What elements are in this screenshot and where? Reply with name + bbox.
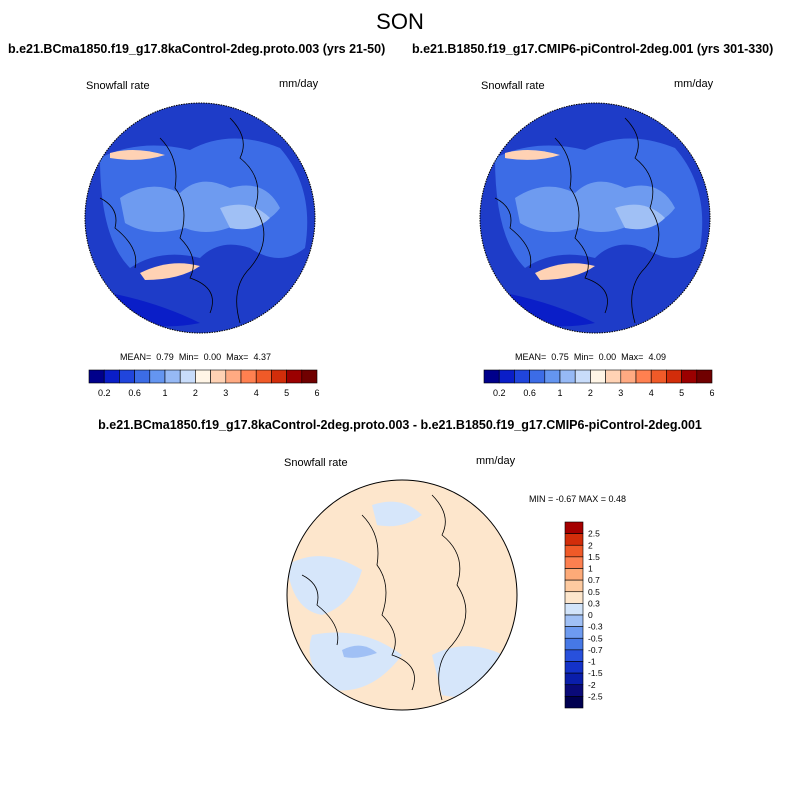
panel-2-polar-map — [479, 102, 711, 334]
diff-colorbar-swatch — [564, 591, 584, 604]
diff-colorbar-swatch — [564, 649, 584, 662]
colorbar-swatch — [650, 369, 667, 384]
colorbar-tick-label: 4 — [649, 388, 654, 398]
colorbar-swatch — [225, 369, 242, 384]
diff-colorbar-tick-label: -1 — [588, 657, 596, 667]
colorbar-tick-label: 2 — [588, 388, 593, 398]
diff-units: mm/day — [476, 455, 516, 467]
diff-colorbar-swatch — [564, 614, 584, 627]
diff-colorbar-swatch — [564, 521, 584, 534]
panel-2-var-label: Snowfall rate — [481, 80, 545, 92]
colorbar-1: 0.2 0.6 1 2 3 4 5 6 — [88, 369, 320, 398]
colorbar-swatch — [195, 369, 211, 384]
diff-colorbar-tick-label: 0 — [588, 610, 593, 620]
diff-colorbar-tick-label: -2.5 — [588, 691, 603, 701]
diff-colorbar-swatch — [564, 533, 584, 546]
diff-colorbar-tick-label: -0.7 — [588, 645, 603, 655]
diff-colorbar-tick-label: 0.5 — [588, 587, 600, 597]
colorbar-swatch — [605, 369, 622, 384]
panel-1-polar-map — [84, 102, 316, 334]
colorbar-tick-label: 0.2 — [493, 388, 506, 398]
panel-1-stats: MEAN= 0.79 Min= 0.00 Max= 4.37 — [120, 352, 271, 362]
colorbar-tick-label: 1 — [557, 388, 562, 398]
colorbar-swatch — [240, 369, 257, 384]
diff-colorbar-tick-label: 1.5 — [588, 552, 600, 562]
colorbar-swatch — [149, 369, 166, 384]
colorbar-tick-label: 6 — [709, 388, 714, 398]
colorbar-tick-label: 3 — [223, 388, 228, 398]
diff-colorbar-tick-label: 2 — [588, 540, 593, 550]
colorbar-tick-label: 2 — [193, 388, 198, 398]
diff-colorbar-tick-label: -0.3 — [588, 622, 603, 632]
colorbar-swatch — [635, 369, 652, 384]
diff-colorbar-swatch — [564, 544, 584, 558]
season-title: SON — [376, 9, 424, 34]
colorbar-2: 0.2 0.6 1 2 3 4 5 6 — [483, 369, 715, 398]
diff-colorbar-tick-label: 1 — [588, 564, 593, 574]
colorbar-swatch — [559, 369, 576, 384]
diff-colorbar-tick-label: -1.5 — [588, 668, 603, 678]
colorbar-swatch — [134, 369, 151, 384]
diff-colorbar-swatch — [564, 556, 584, 569]
colorbar-swatch — [301, 369, 318, 384]
colorbar-swatch — [666, 369, 682, 384]
colorbar-swatch — [529, 369, 546, 384]
colorbar-swatch — [179, 369, 196, 384]
colorbar-swatch — [119, 369, 135, 384]
colorbar-swatch — [164, 369, 181, 384]
panel-2-stats: MEAN= 0.75 Min= 0.00 Max= 4.09 — [515, 352, 666, 362]
diff-colorbar-swatch — [564, 672, 584, 686]
colorbar-tick-label: 5 — [679, 388, 684, 398]
diff-colorbar-swatch — [564, 684, 584, 697]
diff-stats: MIN = -0.67 MAX = 0.48 — [529, 494, 627, 504]
colorbar-swatch — [271, 369, 287, 384]
panel-1-var-label: Snowfall rate — [86, 80, 150, 92]
colorbar-tick-label: 3 — [618, 388, 623, 398]
colorbar-swatch — [255, 369, 272, 384]
colorbar-tick-label: 5 — [284, 388, 289, 398]
colorbar-swatch — [620, 369, 637, 384]
panel-2-title: b.e21.B1850.f19_g17.CMIP6-piControl-2deg… — [412, 42, 774, 56]
diff-colorbar-tick-label: -0.5 — [588, 633, 603, 643]
panel-1-title: b.e21.BCma1850.f19_g17.8kaControl-2deg.p… — [8, 42, 386, 56]
panel-1-units: mm/day — [279, 78, 319, 90]
colorbar-swatch — [498, 369, 515, 384]
colorbar-swatch — [514, 369, 530, 384]
colorbar-tick-label: 0.6 — [128, 388, 141, 398]
diff-colorbar-swatch — [564, 637, 584, 651]
diff-colorbar-swatch — [564, 579, 584, 593]
colorbar-swatch — [590, 369, 606, 384]
diff-colorbar-swatch — [564, 661, 584, 674]
diff-colorbar-swatch — [564, 568, 584, 581]
colorbar-tick-label: 4 — [254, 388, 259, 398]
colorbar-swatch — [574, 369, 591, 384]
colorbar-swatch — [483, 369, 500, 384]
diff-colorbar-swatch — [564, 696, 584, 709]
colorbar-swatch — [103, 369, 120, 384]
colorbar-swatch — [88, 369, 105, 384]
diff-colorbar-swatch — [564, 626, 584, 639]
diff-colorbar-tick-label: 0.7 — [588, 575, 600, 585]
colorbar-swatch — [286, 369, 303, 384]
colorbar-swatch — [544, 369, 561, 384]
colorbar-tick-label: 1 — [162, 388, 167, 398]
diff-var-label: Snowfall rate — [284, 457, 348, 469]
diff-polar-map — [286, 479, 518, 711]
colorbar-tick-label: 6 — [314, 388, 319, 398]
diff-colorbar-tick-label: 0.3 — [588, 598, 600, 608]
diff-colorbar-tick-label: -2 — [588, 680, 596, 690]
colorbar-swatch — [681, 369, 698, 384]
colorbar-tick-label: 0.2 — [98, 388, 111, 398]
diff-panel-title: b.e21.BCma1850.f19_g17.8kaControl-2deg.p… — [98, 418, 702, 432]
diff-colorbar-tick-label: 2.5 — [588, 529, 600, 539]
diff-colorbar: 2.52 1.5 10.7 0.50.3 0 -0.3-0.5 -0.7 -1-1.5 -2-2… — [564, 521, 603, 709]
colorbar-swatch — [210, 369, 227, 384]
colorbar-tick-label: 0.6 — [523, 388, 536, 398]
panel-2-units: mm/day — [674, 78, 714, 90]
colorbar-swatch — [696, 369, 713, 384]
diff-colorbar-swatch — [564, 603, 584, 616]
